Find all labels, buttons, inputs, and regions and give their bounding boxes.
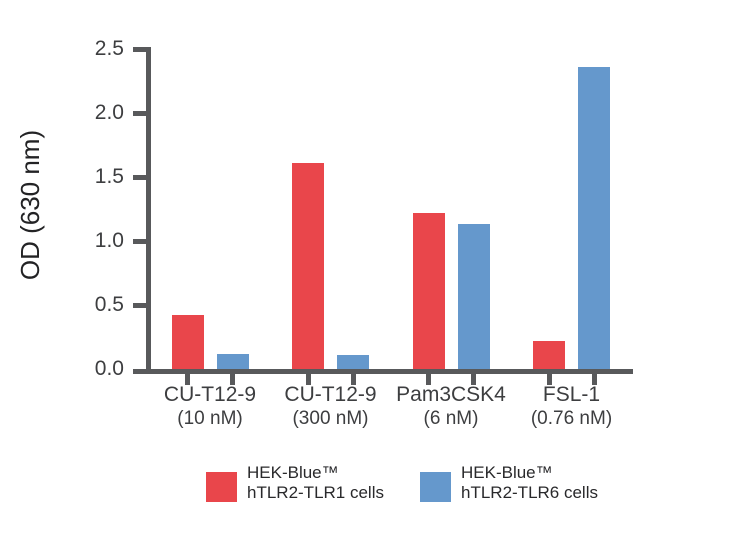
x-tick xyxy=(591,374,597,385)
bar-htlr2-tlr6 xyxy=(578,66,610,369)
y-tick xyxy=(133,238,146,244)
legend-line: HEK-Blue™ xyxy=(247,463,339,482)
legend-label-htlr2-tlr1: HEK-Blue™ hTLR2-TLR1 cells xyxy=(247,463,384,503)
bar-htlr2-tlr6 xyxy=(337,354,369,369)
x-tick xyxy=(426,374,431,385)
x-tick xyxy=(350,374,356,385)
bar-htlr2-tlr1 xyxy=(171,315,204,369)
y-tick-label: 1.5 xyxy=(94,165,124,188)
x-tick xyxy=(230,374,235,385)
bar-htlr2-tlr6 xyxy=(457,224,490,369)
legend-line: hTLR2-TLR6 cells xyxy=(461,483,598,502)
category-dose-label: (0.76 nM) xyxy=(530,408,613,429)
category-label: Pam3CSK4 xyxy=(396,383,506,406)
y-tick xyxy=(133,110,146,116)
legend-line: HEK-Blue™ xyxy=(461,463,553,482)
category-dose-label: (300 nM) xyxy=(292,408,369,429)
y-tick xyxy=(133,174,146,180)
y-tick-label: 1.0 xyxy=(94,229,124,252)
category-label: CU-T12-9 xyxy=(284,383,377,406)
legend-line: hTLR2-TLR1 cells xyxy=(247,483,384,502)
y-tick xyxy=(133,302,146,308)
y-axis-line xyxy=(146,47,151,374)
bar-htlr2-tlr6 xyxy=(216,353,249,369)
x-tick xyxy=(471,374,476,385)
category-label: CU-T12-9 xyxy=(163,383,257,406)
bar-htlr2-tlr1 xyxy=(533,340,565,369)
x-tick xyxy=(546,374,552,385)
category-label: FSL-1 xyxy=(542,383,601,406)
y-tick-label: 2.5 xyxy=(94,37,124,60)
y-tick xyxy=(133,369,146,374)
bar-htlr2-tlr1 xyxy=(292,162,324,369)
x-tick xyxy=(185,374,190,385)
y-tick xyxy=(133,46,146,52)
legend-swatch-red xyxy=(206,472,237,502)
legend-item-htlr2-tlr6: HEK-Blue™ hTLR2-TLR6 cells xyxy=(420,463,598,503)
bar-htlr2-tlr1 xyxy=(412,212,445,369)
legend-label-htlr2-tlr6: HEK-Blue™ hTLR2-TLR6 cells xyxy=(461,463,598,503)
legend-swatch-blue xyxy=(420,472,451,502)
y-tick-label: 0.0 xyxy=(94,357,124,380)
category-dose-label: (10 nM) xyxy=(177,408,243,429)
y-tick-label: 2.0 xyxy=(94,101,124,124)
category-dose-label: (6 nM) xyxy=(423,408,479,429)
x-axis-line xyxy=(146,369,633,374)
y-axis-title: OD (630 nm) xyxy=(15,129,45,281)
x-tick xyxy=(305,374,311,385)
y-tick-label: 0.5 xyxy=(94,293,124,316)
legend-item-htlr2-tlr1: HEK-Blue™ hTLR2-TLR1 cells xyxy=(206,463,384,503)
